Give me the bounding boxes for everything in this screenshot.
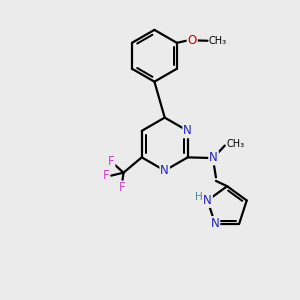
Text: CH₃: CH₃: [209, 36, 227, 46]
Text: H: H: [195, 192, 203, 202]
Text: N: N: [203, 194, 212, 207]
Text: N: N: [209, 152, 218, 164]
Text: F: F: [103, 169, 109, 182]
Text: N: N: [211, 217, 219, 230]
Text: CH₃: CH₃: [226, 139, 244, 149]
Text: N: N: [160, 164, 169, 177]
Text: O: O: [188, 34, 197, 47]
Text: N: N: [183, 124, 192, 137]
Text: F: F: [108, 155, 115, 168]
Text: F: F: [119, 182, 125, 194]
